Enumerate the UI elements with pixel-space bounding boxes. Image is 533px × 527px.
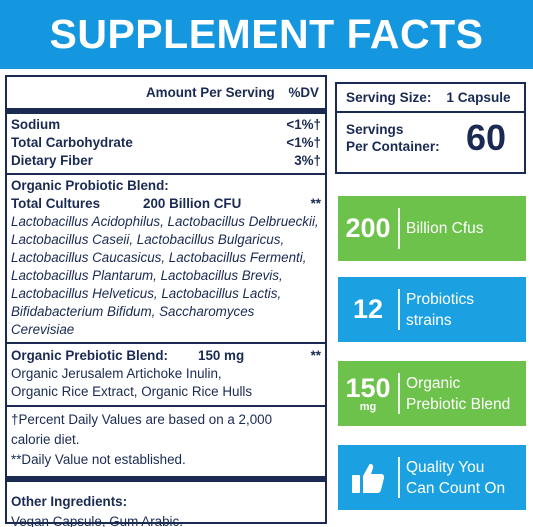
serving-info-box: Serving Size: 1 Capsule Servings Per Con… (335, 82, 526, 174)
tile-big-number: 12 (338, 289, 400, 330)
tile-text-line: Billion Cfus (406, 220, 484, 237)
amount-per-serving-label: Amount Per Serving (146, 85, 275, 100)
nutrient-dv: <1%† (286, 135, 321, 150)
divider (7, 173, 325, 175)
page-title: SUPPLEMENT FACTS (49, 11, 484, 57)
prebiotic-amount: 150 mg (198, 348, 245, 363)
prebiotic-mark: ** (310, 348, 321, 363)
tile-text-line: strains (406, 311, 452, 329)
feature-tile-cfus: 200 Billion Cfus (338, 196, 526, 261)
serving-size-row: Serving Size: 1 Capsule (346, 90, 515, 105)
divider (7, 405, 325, 407)
tile-text: Billion Cfus (400, 218, 484, 239)
total-cultures-label: Total Cultures (11, 196, 101, 211)
tile-text-line: Prebiotic Blend (406, 395, 511, 413)
prebiotic-title-row: Organic Prebiotic Blend: 150 mg ** (11, 347, 321, 365)
servings-label: Servings Per Container: (346, 121, 446, 155)
serving-size-value: 1 Capsule (446, 90, 511, 105)
strain-line: Lactobacillus Caseii, Lactobacillus Bulg… (11, 232, 285, 247)
servings-label-line: Per Container: (346, 139, 440, 154)
servings-value: 60 (466, 117, 507, 158)
probiotic-blend: Organic Probiotic Blend: Total Cultures … (11, 175, 321, 342)
feature-tile-quality: Quality You Can Count On (338, 445, 526, 510)
strain-line: Lactobacillus Helveticus, Lactobacillus … (11, 286, 282, 301)
footnote-line: **Daily Value not established. (11, 452, 186, 467)
feature-tile-prebiotic: 150 mg Organic Prebiotic Blend (338, 361, 526, 426)
title-banner: SUPPLEMENT FACTS (0, 0, 533, 69)
prebiotic-line: Organic Rice Extract, Organic Rice Hulls (11, 384, 253, 399)
probiotic-blend-title: Organic Probiotic Blend: (11, 178, 169, 193)
prebiotic-blend: Organic Prebiotic Blend: 150 mg ** Organ… (11, 344, 321, 405)
servings-label-line: Servings (346, 122, 404, 137)
prebiotic-blend-title: Organic Prebiotic Blend: (11, 348, 168, 363)
feature-tile-strains: 12 Probiotics strains (338, 277, 526, 342)
divider (337, 111, 524, 113)
tile-text: Probiotics strains (400, 289, 474, 331)
tile-text: Organic Prebiotic Blend (400, 373, 510, 415)
tile-text-line: Quality You (406, 458, 485, 476)
divider (7, 342, 325, 344)
strain-line: Lactobacillus Caucasicus, Lactobacillus … (11, 250, 307, 265)
tile-text: Quality You Can Count On (400, 457, 505, 499)
strain-line: Lactobacillus Plantarum, Lactobacillus B… (11, 268, 283, 283)
other-ingredients-title: Other Ingredients: (11, 494, 128, 509)
divider (7, 476, 325, 482)
tile-text-line: Organic (406, 374, 461, 392)
footnote-line: calorie diet. (11, 432, 80, 447)
nutrient-name: Sodium (11, 117, 61, 132)
thumbs-up-icon (338, 457, 400, 498)
prebiotic-line: Organic Jerusalem Artichoke Inulin, (11, 366, 222, 381)
other-ingredients: Other Ingredients: Vegan Capsule, Gum Ar… (11, 482, 321, 527)
dv-label: %DV (288, 85, 319, 100)
tile-big-number: 150 mg (338, 373, 400, 414)
supplement-facts-panel: Amount Per Serving %DV Sodium <1%† Total… (5, 75, 327, 527)
nutrient-list: Sodium <1%† Total Carbohydrate <1%† Diet… (11, 114, 321, 173)
tile-text-line: Probiotics (406, 290, 475, 308)
nutrient-dv: 3%† (294, 153, 321, 168)
thumbs-up-icon-svg (352, 463, 385, 493)
tile-unit: mg (359, 400, 377, 413)
facts-header: Amount Per Serving %DV (11, 77, 321, 108)
serving-size-label: Serving Size: (346, 90, 432, 105)
nutrient-row: Sodium <1%† (11, 116, 321, 134)
other-ingredients-text: Vegan Capsule, Gum Arabic. (11, 514, 183, 527)
total-cultures-amount: 200 Billion CFU (143, 196, 242, 211)
nutrient-name: Dietary Fiber (11, 153, 93, 168)
total-cultures-mark: ** (310, 196, 321, 211)
footnote-line: †Percent Daily Values are based on a 2,0… (11, 412, 273, 427)
tile-big-number: 200 (338, 208, 400, 249)
tile-number: 150 (345, 372, 391, 403)
strain-line: Bifidabacterium Bifidum, Saccharomyces C… (11, 304, 255, 337)
strain-line: Lactobacillus Acidophilus, Lactobacillus… (11, 214, 319, 229)
footnotes: †Percent Daily Values are based on a 2,0… (11, 407, 321, 476)
nutrient-dv: <1%† (286, 117, 321, 132)
nutrient-row: Total Carbohydrate <1%† (11, 134, 321, 152)
divider (7, 108, 325, 114)
tile-text-line: Can Count On (406, 479, 506, 497)
total-cultures-row: Total Cultures 200 Billion CFU ** (11, 195, 321, 213)
nutrient-row: Dietary Fiber 3%† (11, 152, 321, 170)
nutrient-name: Total Carbohydrate (11, 135, 133, 150)
servings-row: Servings Per Container: 60 (346, 117, 515, 159)
